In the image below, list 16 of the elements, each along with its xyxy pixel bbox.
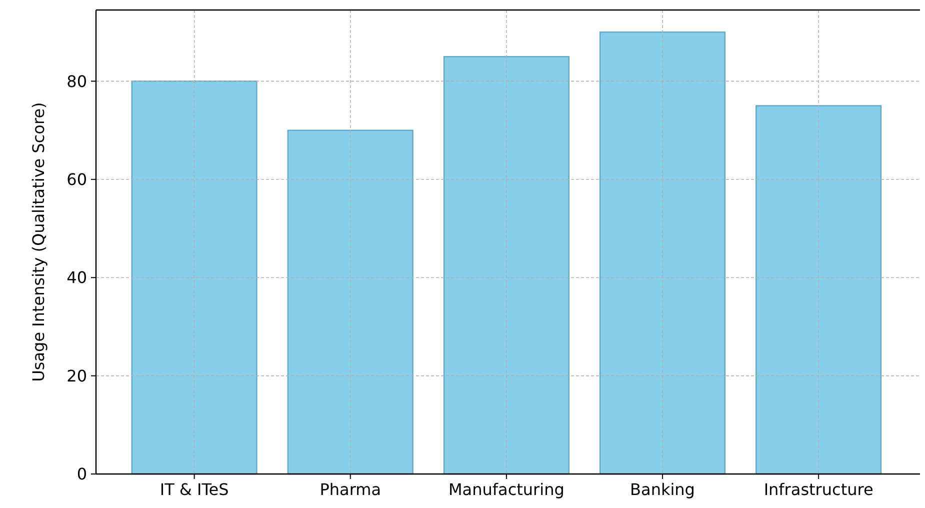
bar: [599, 31, 726, 475]
bar: [443, 56, 570, 475]
x-tick-label: Infrastructure: [764, 480, 874, 499]
x-tick-label: IT & ITeS: [160, 480, 229, 499]
bar: [287, 130, 414, 475]
y-axis-title: Usage Intensity (Qualitative Score): [29, 102, 48, 382]
x-tick-label: Banking: [630, 480, 695, 499]
bar: [131, 80, 258, 475]
y-tick-label: 60: [66, 170, 87, 189]
x-tick-label: Pharma: [320, 480, 382, 499]
y-tick-label: 40: [66, 268, 87, 288]
x-tick-label: Manufacturing: [448, 480, 564, 499]
bar: [756, 105, 882, 475]
y-tick-label: 20: [66, 366, 87, 386]
y-tick-label: 80: [66, 72, 87, 91]
y-tick-label: 0: [76, 464, 87, 484]
